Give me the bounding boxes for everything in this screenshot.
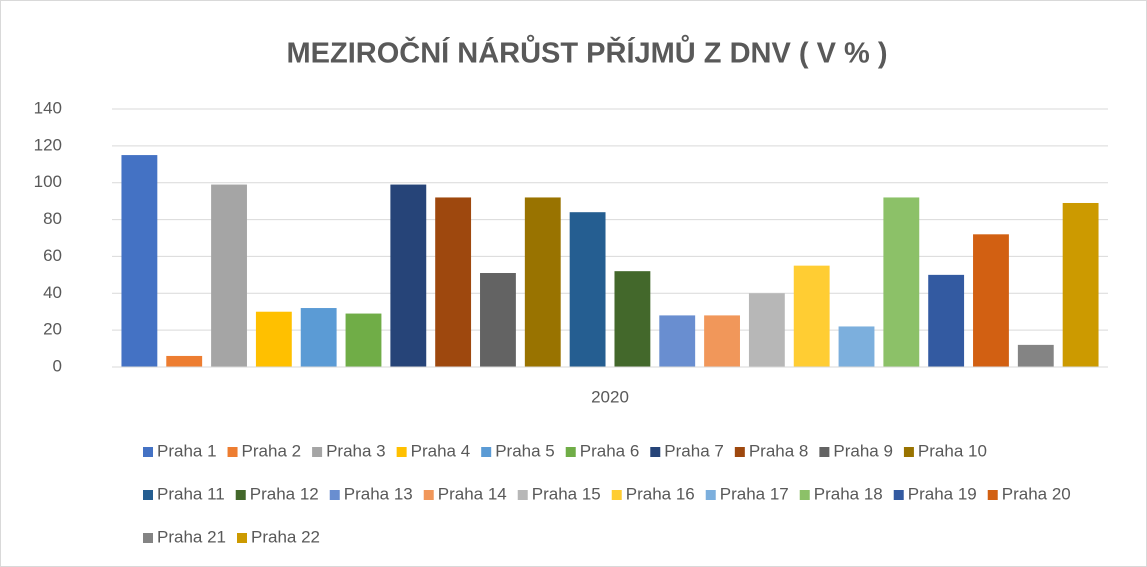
y-tick-label: 140 xyxy=(34,98,62,117)
legend-label: Praha 19 xyxy=(908,484,977,503)
legend-label: Praha 3 xyxy=(326,441,386,460)
legend-label: Praha 6 xyxy=(580,441,640,460)
bar xyxy=(614,271,651,367)
bar xyxy=(838,326,875,367)
legend-label: Praha 20 xyxy=(1002,484,1071,503)
bar xyxy=(748,293,785,367)
bar xyxy=(973,234,1009,367)
y-tick-label: 120 xyxy=(34,135,62,154)
bar xyxy=(166,355,203,367)
legend-swatch xyxy=(734,447,745,457)
bar xyxy=(211,184,247,367)
legend-swatch xyxy=(987,490,998,500)
y-tick-label: 60 xyxy=(43,246,62,265)
bar xyxy=(883,197,920,367)
legend-label: Praha 11 xyxy=(157,484,225,503)
legend-swatch xyxy=(312,447,323,457)
bar xyxy=(569,212,606,367)
legend-label: Praha 14 xyxy=(438,484,507,503)
legend-swatch xyxy=(819,447,830,457)
legend-swatch xyxy=(799,490,810,500)
legend-swatch xyxy=(143,490,153,500)
legend-label: Praha 17 xyxy=(720,484,789,503)
legend-swatch xyxy=(611,490,622,500)
legend-label: Praha 16 xyxy=(626,484,695,503)
bar xyxy=(793,265,830,367)
legend-swatch xyxy=(705,490,716,500)
y-tick-label: 20 xyxy=(43,320,62,339)
y-tick-label: 100 xyxy=(34,172,62,191)
legend-label: Praha 15 xyxy=(532,484,601,503)
bar xyxy=(300,308,337,367)
legend-swatch xyxy=(237,533,247,543)
bar xyxy=(390,184,427,367)
legend-label: Praha 18 xyxy=(814,484,883,503)
legend-swatch xyxy=(143,447,153,457)
chart-title: MEZIROČNÍ NÁRŮST PŘÍJMŮ Z DNV ( V % ) xyxy=(287,34,888,70)
bar xyxy=(345,313,382,367)
bar xyxy=(121,155,158,367)
bar xyxy=(480,273,516,367)
legend-swatch xyxy=(893,490,904,500)
bar xyxy=(524,197,561,367)
bar xyxy=(659,315,696,367)
legend-swatch xyxy=(650,447,661,457)
legend-label: Praha 12 xyxy=(250,484,319,503)
legend-label: Praha 4 xyxy=(411,441,471,460)
bar xyxy=(255,311,292,367)
legend-swatch xyxy=(565,447,576,457)
bar xyxy=(1017,344,1054,367)
legend-swatch xyxy=(227,447,238,457)
legend-swatch xyxy=(143,533,153,543)
legend-swatch xyxy=(396,447,407,457)
legend-swatch xyxy=(423,490,434,500)
legend-swatch xyxy=(235,490,246,500)
legend-label: Praha 7 xyxy=(664,441,724,460)
legend-label: Praha 5 xyxy=(495,441,555,460)
legend-label: Praha 2 xyxy=(242,441,302,460)
bar xyxy=(928,274,965,367)
legend-label: Praha 8 xyxy=(749,441,809,460)
legend-swatch xyxy=(903,447,914,457)
y-tick-label: 40 xyxy=(43,283,62,302)
legend-label: Praha 22 xyxy=(251,527,320,546)
legend-swatch xyxy=(329,490,340,500)
y-tick-label: 80 xyxy=(43,209,62,228)
x-tick-label: 2020 xyxy=(591,387,629,406)
legend-label: Praha 21 xyxy=(157,527,226,546)
legend-label: Praha 1 xyxy=(157,441,217,460)
legend-label: Praha 10 xyxy=(918,441,987,460)
legend-label: Praha 9 xyxy=(833,441,893,460)
legend-swatch xyxy=(517,490,528,500)
bar xyxy=(704,315,740,367)
legend-swatch xyxy=(481,447,492,457)
bar xyxy=(1062,202,1099,367)
legend-label: Praha 13 xyxy=(344,484,413,503)
y-tick-label: 0 xyxy=(53,356,62,375)
bar xyxy=(435,197,472,367)
